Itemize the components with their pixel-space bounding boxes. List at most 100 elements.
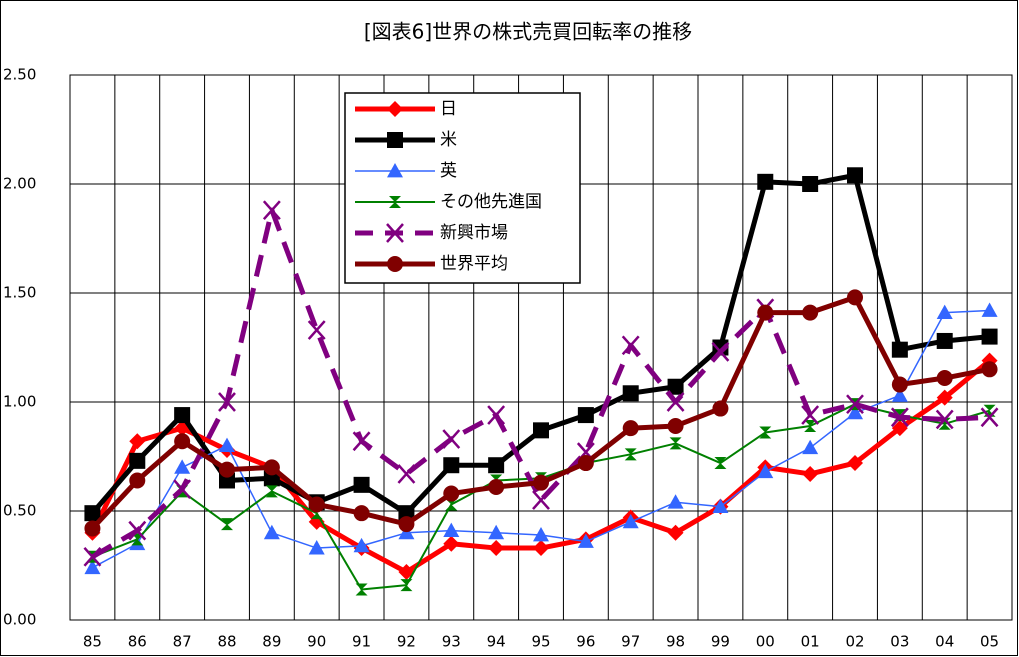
marker — [387, 101, 403, 117]
marker — [218, 392, 236, 412]
marker — [804, 419, 817, 432]
marker — [936, 332, 953, 349]
marker — [353, 537, 370, 553]
y-tick-label: 1.50 — [3, 284, 36, 302]
marker — [398, 516, 415, 533]
marker — [891, 420, 908, 437]
y-tick-label: 0.00 — [3, 611, 36, 629]
marker — [936, 389, 953, 406]
marker — [577, 533, 594, 548]
y-tick-label: 2.00 — [3, 175, 36, 193]
marker — [533, 540, 549, 557]
marker — [443, 457, 460, 474]
marker — [712, 339, 729, 356]
marker — [174, 433, 191, 450]
marker — [263, 459, 280, 476]
marker — [129, 472, 146, 489]
x-tick-label: 02 — [845, 633, 864, 651]
marker — [387, 256, 403, 272]
marker — [981, 361, 998, 378]
x-tick-label: 01 — [801, 633, 820, 651]
marker — [84, 520, 101, 537]
marker — [445, 498, 458, 511]
marker — [84, 505, 101, 522]
legend-box — [344, 92, 581, 284]
marker — [847, 289, 863, 306]
marker — [712, 498, 729, 514]
marker — [891, 341, 908, 358]
legend-label: 世界平均 — [440, 254, 508, 274]
marker — [355, 583, 368, 596]
x-tick-label: 89 — [262, 633, 281, 651]
marker — [443, 485, 460, 502]
marker — [443, 522, 460, 538]
x-tick-label: 88 — [217, 633, 236, 651]
marker — [667, 494, 684, 509]
marker — [129, 452, 146, 469]
marker — [666, 392, 685, 412]
x-tick-label: 00 — [756, 633, 775, 651]
y-tick-label: 2.50 — [3, 66, 36, 84]
x-tick-label: 85 — [83, 633, 102, 651]
legend-label: 日 — [440, 99, 457, 119]
marker — [389, 196, 401, 208]
legend-label: 新興市場 — [440, 223, 508, 243]
marker — [981, 302, 998, 317]
marker — [669, 437, 682, 450]
x-tick-label: 99 — [711, 633, 730, 651]
marker — [488, 457, 505, 474]
marker — [667, 417, 684, 434]
marker — [353, 505, 370, 522]
marker — [533, 474, 549, 491]
marker — [219, 437, 235, 452]
marker — [802, 439, 819, 455]
marker — [488, 479, 505, 496]
marker — [890, 407, 909, 428]
marker — [802, 304, 819, 321]
marker — [622, 420, 639, 437]
legend-label: その他先進国 — [440, 192, 542, 212]
marker — [83, 546, 102, 567]
marker — [847, 455, 863, 472]
marker — [802, 465, 819, 482]
legend-label: 英 — [440, 161, 457, 181]
legend-label: 米 — [440, 130, 457, 150]
marker — [714, 457, 727, 470]
marker — [387, 132, 403, 148]
y-tick-label: 1.00 — [3, 393, 36, 411]
marker — [532, 490, 550, 510]
marker — [488, 540, 505, 557]
marker — [847, 167, 863, 184]
chart-title: [図表6]世界の株式売買回転率の推移 — [364, 20, 692, 44]
marker — [400, 579, 413, 592]
y-tick-label: 0.50 — [3, 502, 36, 520]
marker — [263, 524, 280, 540]
marker — [935, 409, 954, 430]
marker — [981, 328, 998, 345]
marker — [174, 407, 191, 424]
marker — [621, 335, 640, 356]
marker — [802, 176, 819, 192]
marker — [84, 559, 101, 575]
marker — [667, 378, 684, 395]
marker — [262, 200, 281, 220]
marker — [174, 459, 191, 474]
marker — [221, 518, 233, 531]
marker — [443, 535, 460, 552]
x-tick-label: 96 — [576, 633, 595, 651]
marker — [759, 426, 772, 439]
marker — [801, 405, 820, 425]
marker — [308, 496, 325, 513]
marker — [667, 524, 684, 541]
marker — [307, 320, 326, 340]
marker — [219, 461, 235, 478]
marker — [442, 429, 461, 449]
marker — [386, 223, 404, 243]
marker — [712, 400, 729, 417]
marker — [353, 476, 370, 493]
marker — [891, 376, 908, 393]
marker — [352, 431, 371, 452]
marker — [577, 407, 594, 424]
marker — [487, 405, 506, 425]
